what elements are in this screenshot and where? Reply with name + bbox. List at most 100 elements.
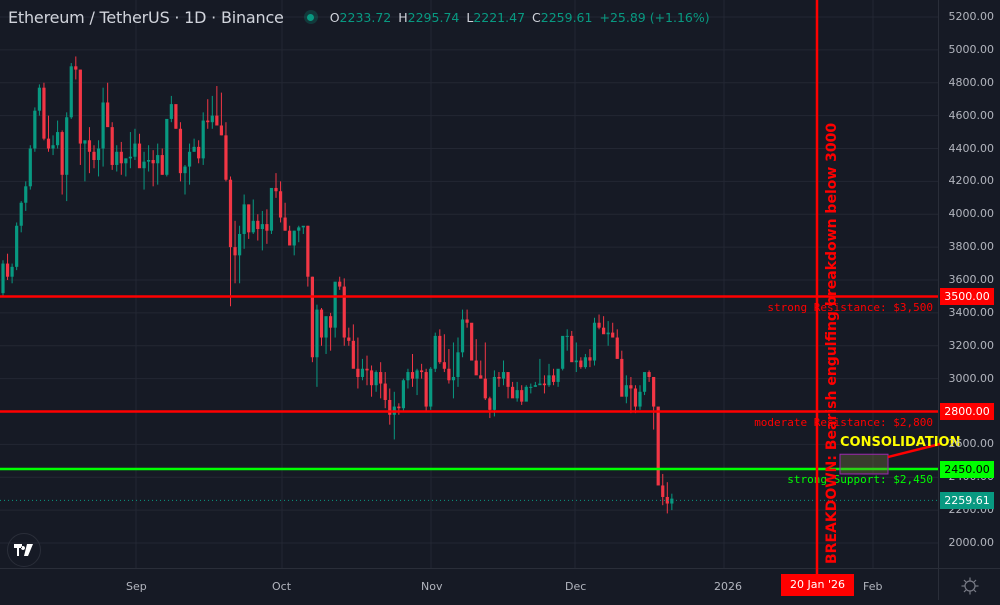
candle [397,406,401,409]
time-tick-label: 2026 [714,580,742,593]
high-value: 2295.74 [407,9,460,25]
candle [524,386,528,402]
candle [142,161,146,169]
candle [488,398,492,410]
candle [588,357,592,361]
settings-gear-icon[interactable] [961,577,979,595]
candle [642,372,647,392]
candle [515,390,519,399]
time-tick-label: Feb [863,580,883,593]
candle [297,227,301,231]
consolidation-box[interactable] [839,453,889,475]
low-value: 2221.47 [473,9,526,25]
candle [233,247,237,256]
candle [201,120,205,159]
price-tick-label: 4800.00 [948,75,995,89]
candle [260,224,264,230]
candle [178,128,183,174]
candle [538,383,542,386]
candle [65,117,69,175]
price-tick-label: 2600.00 [948,437,995,451]
candle [647,372,651,377]
time-tick-label: Dec [565,580,587,593]
open-value: 2233.72 [339,9,392,25]
crosshair-date-tag: 20 Jan '26 [781,574,854,596]
price-tick-label: 4200.00 [948,174,995,188]
high-key: H [398,9,408,25]
candle [665,496,669,504]
breakdown-label: BREAKDOWN: Bearish engulfing breakdown b… [824,123,840,564]
candle [410,372,415,379]
price-tag: 2259.61 [940,491,994,509]
close-key: C [532,9,541,25]
candle [206,120,210,123]
candle [529,386,533,388]
chart-header: Ethereum / TetherUS · 1D · Binance O2233… [8,6,710,28]
candle [656,406,660,486]
candle [556,368,560,382]
candle [388,399,392,415]
change-value: +25.89 (+1.16%) [599,9,710,25]
candle [101,102,105,149]
candle [96,148,101,161]
candle [347,337,351,341]
candle [670,498,674,504]
trend-line[interactable] [887,442,941,459]
price-tick-label: 3400.00 [948,305,995,319]
candle [228,179,233,248]
candle [265,224,269,231]
candle [10,266,14,277]
candle [315,309,319,358]
price-tick-label: 4600.00 [948,108,995,122]
candle [342,286,346,338]
candle [551,375,556,382]
candle [174,104,178,129]
candle [5,263,10,277]
price-tick-label: 5000.00 [948,42,995,56]
candle [319,309,324,338]
candles [1,56,674,514]
price-tick-label: 3600.00 [948,273,995,286]
candle [602,327,606,335]
candle [151,160,155,164]
candle [15,225,19,267]
candle [283,217,287,231]
candle [433,335,437,369]
close-value: 2259.61 [540,9,593,25]
tradingview-logo-icon[interactable] [7,533,41,567]
price-tick-label: 3800.00 [948,240,995,254]
candle [542,383,547,386]
candle [324,316,328,338]
candle [338,281,342,287]
candle [124,158,128,164]
candle [156,155,160,164]
candle [242,204,246,234]
candle [492,376,496,410]
candle [383,383,387,400]
candle [224,135,228,180]
candle [74,66,78,70]
time-tick-label: Nov [421,580,443,593]
candle [169,104,173,119]
candle [192,146,196,152]
candle [447,368,451,381]
price-tick-label: 5200.00 [948,10,995,23]
candle [420,370,424,373]
candle [83,140,87,144]
candle [470,322,474,361]
candle [160,155,164,175]
candle [106,102,110,128]
symbol-title[interactable]: Ethereum / TetherUS · 1D · Binance [8,7,284,27]
candle [278,191,283,218]
candle [652,376,656,407]
candle [474,360,478,376]
candle [60,132,64,175]
candle [187,151,192,167]
candle [219,125,223,136]
candle [115,151,119,165]
candle [360,368,365,377]
candle [479,375,483,379]
candle [110,127,114,165]
